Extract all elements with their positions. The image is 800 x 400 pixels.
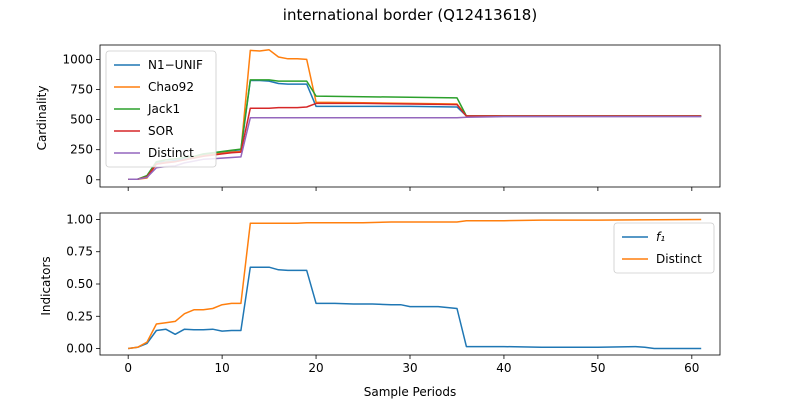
- y-tick-label: 1000: [62, 52, 93, 66]
- legend-label: Jack1: [147, 102, 180, 116]
- x-tick-label: 30: [402, 361, 417, 375]
- legend-label: SOR: [148, 124, 173, 138]
- legend: N1−UNIF Chao92 Jack1 SOR Distinct: [105, 50, 217, 168]
- x-axis-label: Sample Periods: [364, 385, 456, 399]
- legend-label: Distinct: [148, 146, 194, 160]
- x-tick-label: 40: [496, 361, 511, 375]
- y-tick-label: 0: [85, 173, 93, 187]
- y-axis-label-indicators: Indicators: [39, 256, 53, 315]
- subplot-cardinality: Cardinality 0 250 500 750 1000 N1−UNIF Chao92 J…: [35, 44, 721, 191]
- x-tick-label: 10: [214, 361, 229, 375]
- y-tick-label: 0.50: [66, 277, 93, 291]
- axes-frame: [99, 212, 721, 356]
- legend-label: f₁: [656, 230, 665, 244]
- x-tick-label: 60: [684, 361, 699, 375]
- axes-frame: [99, 44, 721, 188]
- y-tick-label: 0.75: [66, 245, 93, 259]
- y-tick-label: 0.00: [66, 342, 93, 356]
- y-tick-label: 0.25: [66, 309, 93, 323]
- y-tick-label: 500: [70, 113, 93, 127]
- y-axis-label-cardinality: Cardinality: [35, 86, 49, 151]
- y-tick-label: 750: [70, 83, 93, 97]
- x-tick-label: 0: [124, 361, 132, 375]
- legend-box: [105, 50, 217, 168]
- y-tick-label: 1.00: [66, 212, 93, 226]
- legend-label: Distinct: [656, 252, 702, 266]
- legend-box: [613, 222, 715, 274]
- chart-title: international border (Q12413618): [283, 6, 537, 24]
- y-tick-label: 250: [70, 143, 93, 157]
- series-line-0: [128, 266, 702, 350]
- x-tick-label: 50: [590, 361, 605, 375]
- legend-label: N1−UNIF: [148, 58, 203, 72]
- x-tick-label: 20: [308, 361, 323, 375]
- legend-label: Chao92: [148, 80, 194, 94]
- legend: f₁ Distinct: [613, 222, 715, 274]
- subplot-indicators: Indicators 0.00 0.25 0.50 0.75 1.00 0 10 20 30 40…: [39, 212, 721, 375]
- series-line-1: [128, 218, 702, 350]
